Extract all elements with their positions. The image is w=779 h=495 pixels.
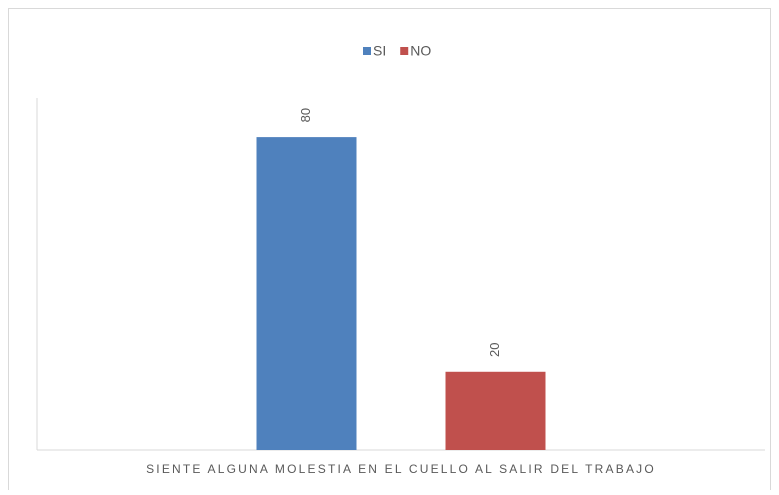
- legend-label: NO: [410, 43, 431, 59]
- x-tick-label: SIENTE ALGUNA MOLESTIA EN EL CUELLO AL S…: [146, 462, 656, 476]
- legend-swatch: [363, 47, 371, 55]
- chart-border: [8, 8, 771, 495]
- bar: [256, 137, 357, 450]
- legend-label: SI: [373, 43, 386, 59]
- data-label: 80: [298, 108, 313, 122]
- legend-swatch: [400, 47, 409, 55]
- bar: [445, 371, 546, 450]
- data-label: 20: [487, 343, 502, 357]
